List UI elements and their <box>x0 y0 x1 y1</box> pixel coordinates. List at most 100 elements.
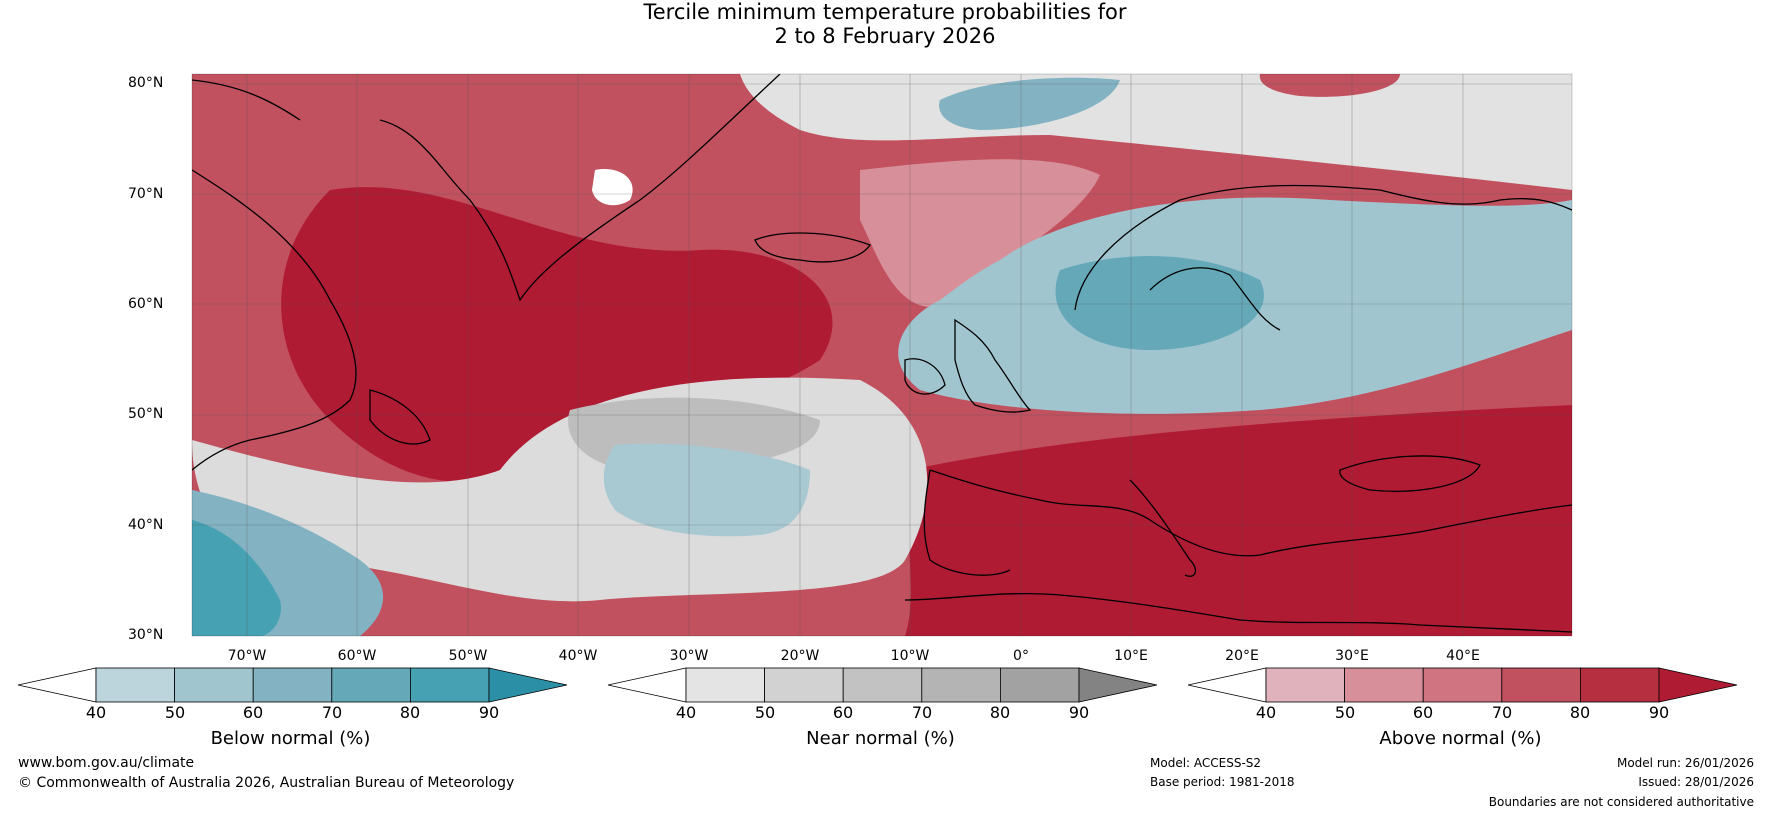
above-tick-70: 70 <box>1491 703 1513 722</box>
lon-label-20w: 20°W <box>780 648 820 664</box>
below-colorbar-under <box>17 667 97 703</box>
model-text: Model: ACCESS-S2 <box>1150 756 1262 770</box>
lon-label-10e: 10°E <box>1114 648 1148 664</box>
below-tick-90: 90 <box>478 703 500 722</box>
above-tick-90: 90 <box>1648 703 1670 722</box>
italy-coast <box>1129 479 1197 577</box>
colorbar-near <box>607 667 1158 703</box>
below-colorbar-segment <box>409 667 490 703</box>
probability-field <box>192 74 1572 636</box>
greenland-coast <box>379 74 781 302</box>
below-colorbar-segment <box>174 667 254 703</box>
above-tick-60: 60 <box>1412 703 1434 722</box>
colorbar-below <box>17 667 568 703</box>
lon-label-30w: 30°W <box>669 648 709 664</box>
near-tick-90: 90 <box>1068 703 1090 722</box>
website-link: www.bom.gov.au/climate <box>18 755 195 771</box>
lon-label-30e: 30°E <box>1335 648 1369 664</box>
below-normal-label: Below normal (%) <box>210 728 371 749</box>
lon-label-50w: 50°W <box>448 648 488 664</box>
below-colorbar-segment <box>252 667 333 703</box>
lat-label-70n: 70°N <box>128 186 164 202</box>
canada-baffin <box>192 79 301 121</box>
below-normal-southwest-core <box>192 520 281 636</box>
below-colorbar-segment <box>331 667 411 703</box>
lon-label-10w: 10°W <box>890 648 930 664</box>
below-normal-svalbard <box>939 77 1120 130</box>
near-tick-70: 70 <box>911 703 933 722</box>
lon-label-70w: 70°W <box>227 648 267 664</box>
base-period-text: Base period: 1981-2018 <box>1150 775 1295 789</box>
above-colorbar-over <box>1658 667 1738 703</box>
lon-label-60w: 60°W <box>337 648 377 664</box>
africa-north-coast <box>904 592 1572 633</box>
baltic-coast <box>1149 267 1281 331</box>
chart-title: Tercile minimum temperature probabilitie… <box>0 0 1770 48</box>
scandinavia-coast <box>1074 184 1572 311</box>
britain-coast <box>954 318 1032 413</box>
near-colorbar-over <box>1078 667 1158 703</box>
below-normal-scandinavia-core <box>1055 256 1264 350</box>
near-colorbar-segment <box>842 667 923 703</box>
above-tick-80: 80 <box>1569 703 1591 722</box>
below-tick-80: 80 <box>399 703 421 722</box>
europe-south-coast <box>929 469 1572 557</box>
title-line-2: 2 to 8 February 2026 <box>774 24 996 48</box>
newfoundland-coast <box>369 389 431 445</box>
lat-label-30n: 30°N <box>128 627 164 643</box>
near-tick-50: 50 <box>754 703 776 722</box>
near-tick-60: 60 <box>832 703 854 722</box>
below-tick-60: 60 <box>242 703 264 722</box>
lat-label-60n: 60°N <box>128 296 164 312</box>
lon-label-40w: 40°W <box>558 648 598 664</box>
below-colorbar-over <box>488 667 568 703</box>
below-normal-mid-atlantic <box>603 443 810 537</box>
lat-label-40n: 40°N <box>128 517 164 533</box>
lon-label-40e: 40°E <box>1446 648 1480 664</box>
near-colorbar-under <box>607 667 687 703</box>
above-colorbar-segment <box>1344 667 1424 703</box>
white-patch-iceland-north <box>592 169 633 206</box>
lon-label-0: 0° <box>1013 648 1029 664</box>
above-normal-light-mid-atlantic <box>860 159 1100 308</box>
map-frame <box>191 73 1573 637</box>
near-colorbar-segment <box>1000 667 1080 703</box>
disclaimer-text: Boundaries are not considered authoritat… <box>1488 795 1754 809</box>
below-tick-70: 70 <box>321 703 343 722</box>
colorbar-above <box>1187 667 1738 703</box>
above-normal-core-south-europe <box>905 405 1572 636</box>
title-line-1: Tercile minimum temperature probabilitie… <box>643 0 1127 24</box>
coastlines <box>192 74 1572 633</box>
model-run-text: Model run: 26/01/2026 <box>1616 756 1754 770</box>
near-colorbar-segment <box>921 667 1001 703</box>
below-tick-40: 40 <box>85 703 107 722</box>
near-tick-80: 80 <box>989 703 1011 722</box>
above-normal-label: Above normal (%) <box>1379 728 1542 749</box>
near-colorbar-segment <box>764 667 844 703</box>
below-tick-50: 50 <box>164 703 186 722</box>
near-normal-label: Near normal (%) <box>806 728 955 749</box>
above-colorbar-segment <box>1265 667 1345 703</box>
lon-label-20e: 20°E <box>1225 648 1259 664</box>
graticule <box>192 74 1572 636</box>
lat-label-50n: 50°N <box>128 406 164 422</box>
ireland-coast <box>904 358 946 395</box>
canada-coast <box>192 169 357 471</box>
iberia-coast <box>923 469 1011 576</box>
near-colorbar-segment <box>685 667 765 703</box>
black-sea-coast <box>1339 455 1481 492</box>
lat-label-80n: 80°N <box>128 75 164 91</box>
above-colorbar-segment <box>1501 667 1581 703</box>
near-tick-40: 40 <box>675 703 697 722</box>
above-colorbar-under <box>1187 667 1267 703</box>
above-colorbar-segment <box>1422 667 1503 703</box>
iceland-coast <box>754 232 871 263</box>
copyright-text: © Commonwealth of Australia 2026, Austra… <box>18 775 515 791</box>
above-colorbar-segment <box>1580 667 1660 703</box>
above-tick-50: 50 <box>1334 703 1356 722</box>
above-normal-north-russia <box>1259 74 1400 97</box>
issued-text: Issued: 28/01/2026 <box>1638 775 1754 789</box>
below-colorbar-segment <box>95 667 175 703</box>
above-tick-40: 40 <box>1255 703 1277 722</box>
